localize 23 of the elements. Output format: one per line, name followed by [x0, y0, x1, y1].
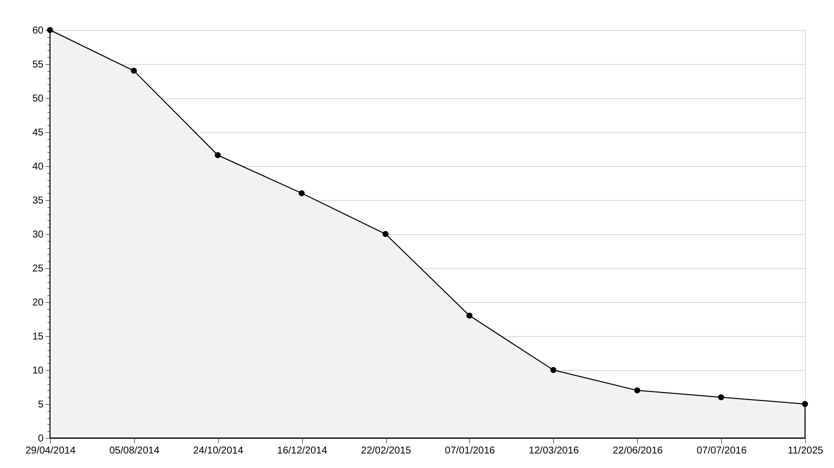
x-tick-label: 05/08/2014	[109, 446, 160, 456]
y-tick-label: 30	[32, 230, 44, 240]
y-tick-label: 50	[32, 94, 44, 104]
y-tick-label: 20	[32, 298, 44, 308]
y-tick-label: 55	[32, 60, 44, 70]
x-tick-label: 07/01/2016	[444, 446, 496, 456]
x-tick-label: 29/04/2014	[25, 446, 76, 456]
x-tick-label: 22/02/2015	[361, 446, 412, 456]
y-tick-label: 10	[32, 366, 44, 376]
y-tick-label: 35	[32, 196, 44, 206]
y-tick-label: 5	[38, 400, 44, 410]
y-tick-label: 25	[32, 264, 44, 274]
x-tick-label: 07/07/2016	[696, 446, 748, 456]
x-tick-label: 24/10/2014	[193, 446, 244, 456]
x-tick-label: 12/03/2016	[528, 446, 580, 456]
y-tick-label: 40	[32, 162, 44, 172]
y-tick-label: 45	[32, 128, 44, 138]
y-tick-label: 0	[38, 434, 44, 444]
x-tick-label: 16/12/2014	[277, 446, 328, 456]
y-tick-label: 60	[32, 26, 44, 36]
x-tick-label: 22/06/2016	[612, 446, 664, 456]
y-tick-label: 15	[32, 332, 44, 342]
x-tick-label: 11/2025	[788, 446, 824, 456]
